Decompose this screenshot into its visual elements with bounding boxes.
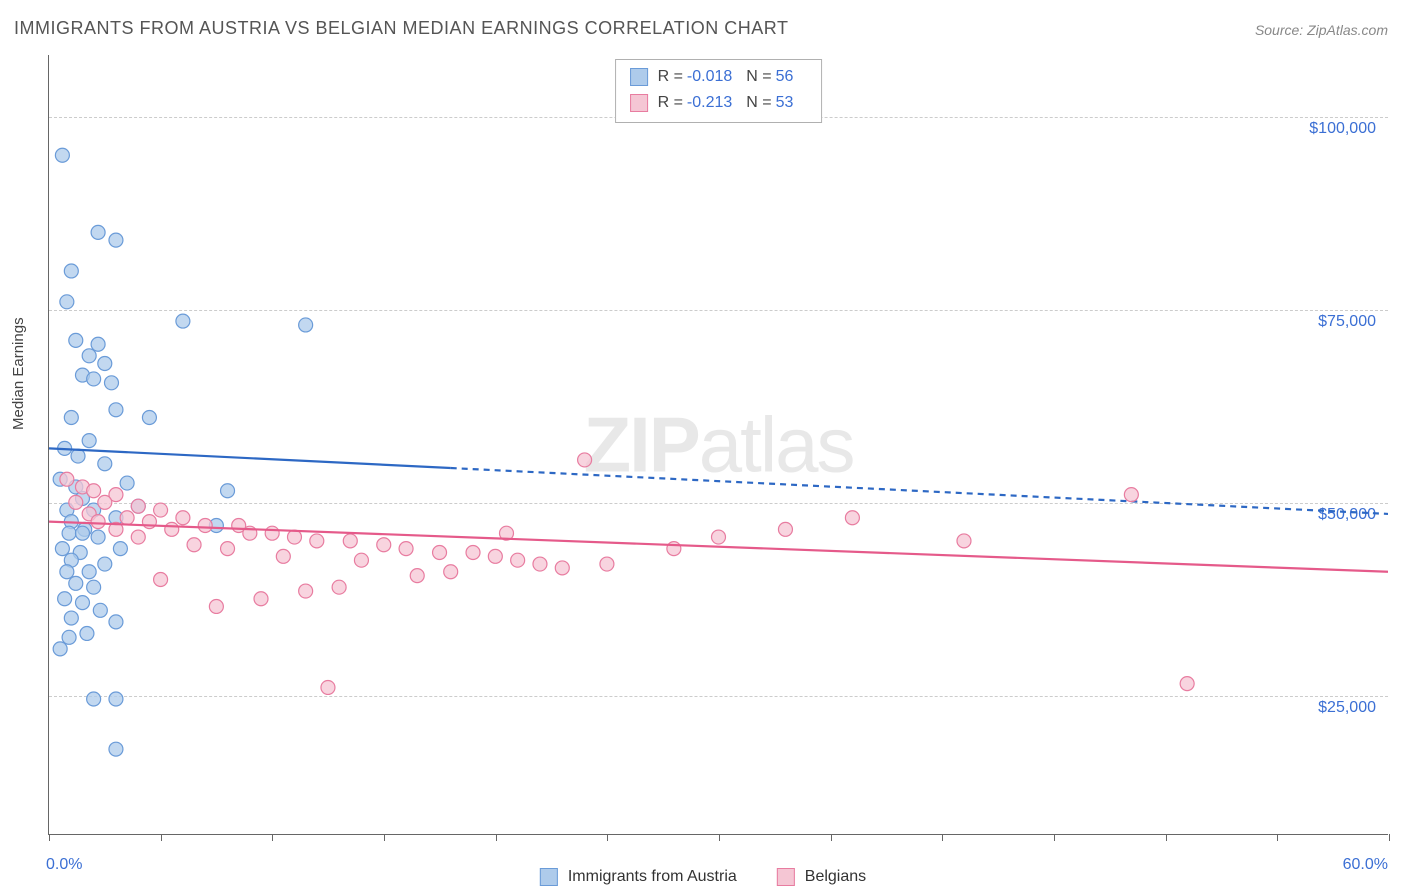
x-tick bbox=[49, 834, 50, 841]
legend-label-1: Belgians bbox=[805, 868, 866, 886]
legend-swatch-icon-1 bbox=[777, 868, 795, 886]
x-start-label: 0.0% bbox=[46, 856, 82, 874]
r-value-0: -0.018 bbox=[687, 64, 732, 90]
chart-title: IMMIGRANTS FROM AUSTRIA VS BELGIAN MEDIA… bbox=[14, 18, 788, 39]
chart-container: IMMIGRANTS FROM AUSTRIA VS BELGIAN MEDIA… bbox=[0, 0, 1406, 892]
n-value-0: 56 bbox=[776, 64, 794, 90]
r-label-0: R = bbox=[658, 64, 683, 90]
x-tick bbox=[719, 834, 720, 841]
x-tick bbox=[942, 834, 943, 841]
plot-svg bbox=[49, 55, 1388, 834]
y-axis-label: Median Earnings bbox=[10, 317, 27, 430]
x-tick bbox=[1277, 834, 1278, 841]
x-tick bbox=[831, 834, 832, 841]
x-tick bbox=[272, 834, 273, 841]
x-tick bbox=[607, 834, 608, 841]
legend-item-0: Immigrants from Austria bbox=[540, 868, 737, 886]
r-value-1: -0.213 bbox=[687, 90, 732, 116]
legend-swatch-0 bbox=[630, 68, 648, 86]
plot-area: ZIPatlas R = -0.018 N = 56 R = -0.213 N … bbox=[48, 55, 1388, 835]
r-label-1: R = bbox=[658, 90, 683, 116]
legend-stats-row-1: R = -0.213 N = 53 bbox=[630, 90, 808, 116]
x-tick bbox=[384, 834, 385, 841]
x-tick bbox=[1389, 834, 1390, 841]
n-label-0: N = bbox=[746, 64, 771, 90]
legend-swatch-icon-0 bbox=[540, 868, 558, 886]
x-tick bbox=[1054, 834, 1055, 841]
legend-item-1: Belgians bbox=[777, 868, 866, 886]
legend-series: Immigrants from Austria Belgians bbox=[540, 868, 866, 886]
x-tick bbox=[496, 834, 497, 841]
legend-label-0: Immigrants from Austria bbox=[568, 868, 737, 886]
x-tick bbox=[1166, 834, 1167, 841]
n-value-1: 53 bbox=[776, 90, 794, 116]
x-tick bbox=[161, 834, 162, 841]
n-label-1: N = bbox=[746, 90, 771, 116]
legend-stats-row-0: R = -0.018 N = 56 bbox=[630, 64, 808, 90]
legend-swatch-1 bbox=[630, 94, 648, 112]
x-end-label: 60.0% bbox=[1343, 856, 1388, 874]
source-label: Source: ZipAtlas.com bbox=[1255, 22, 1388, 38]
legend-stats: R = -0.018 N = 56 R = -0.213 N = 53 bbox=[615, 59, 823, 123]
